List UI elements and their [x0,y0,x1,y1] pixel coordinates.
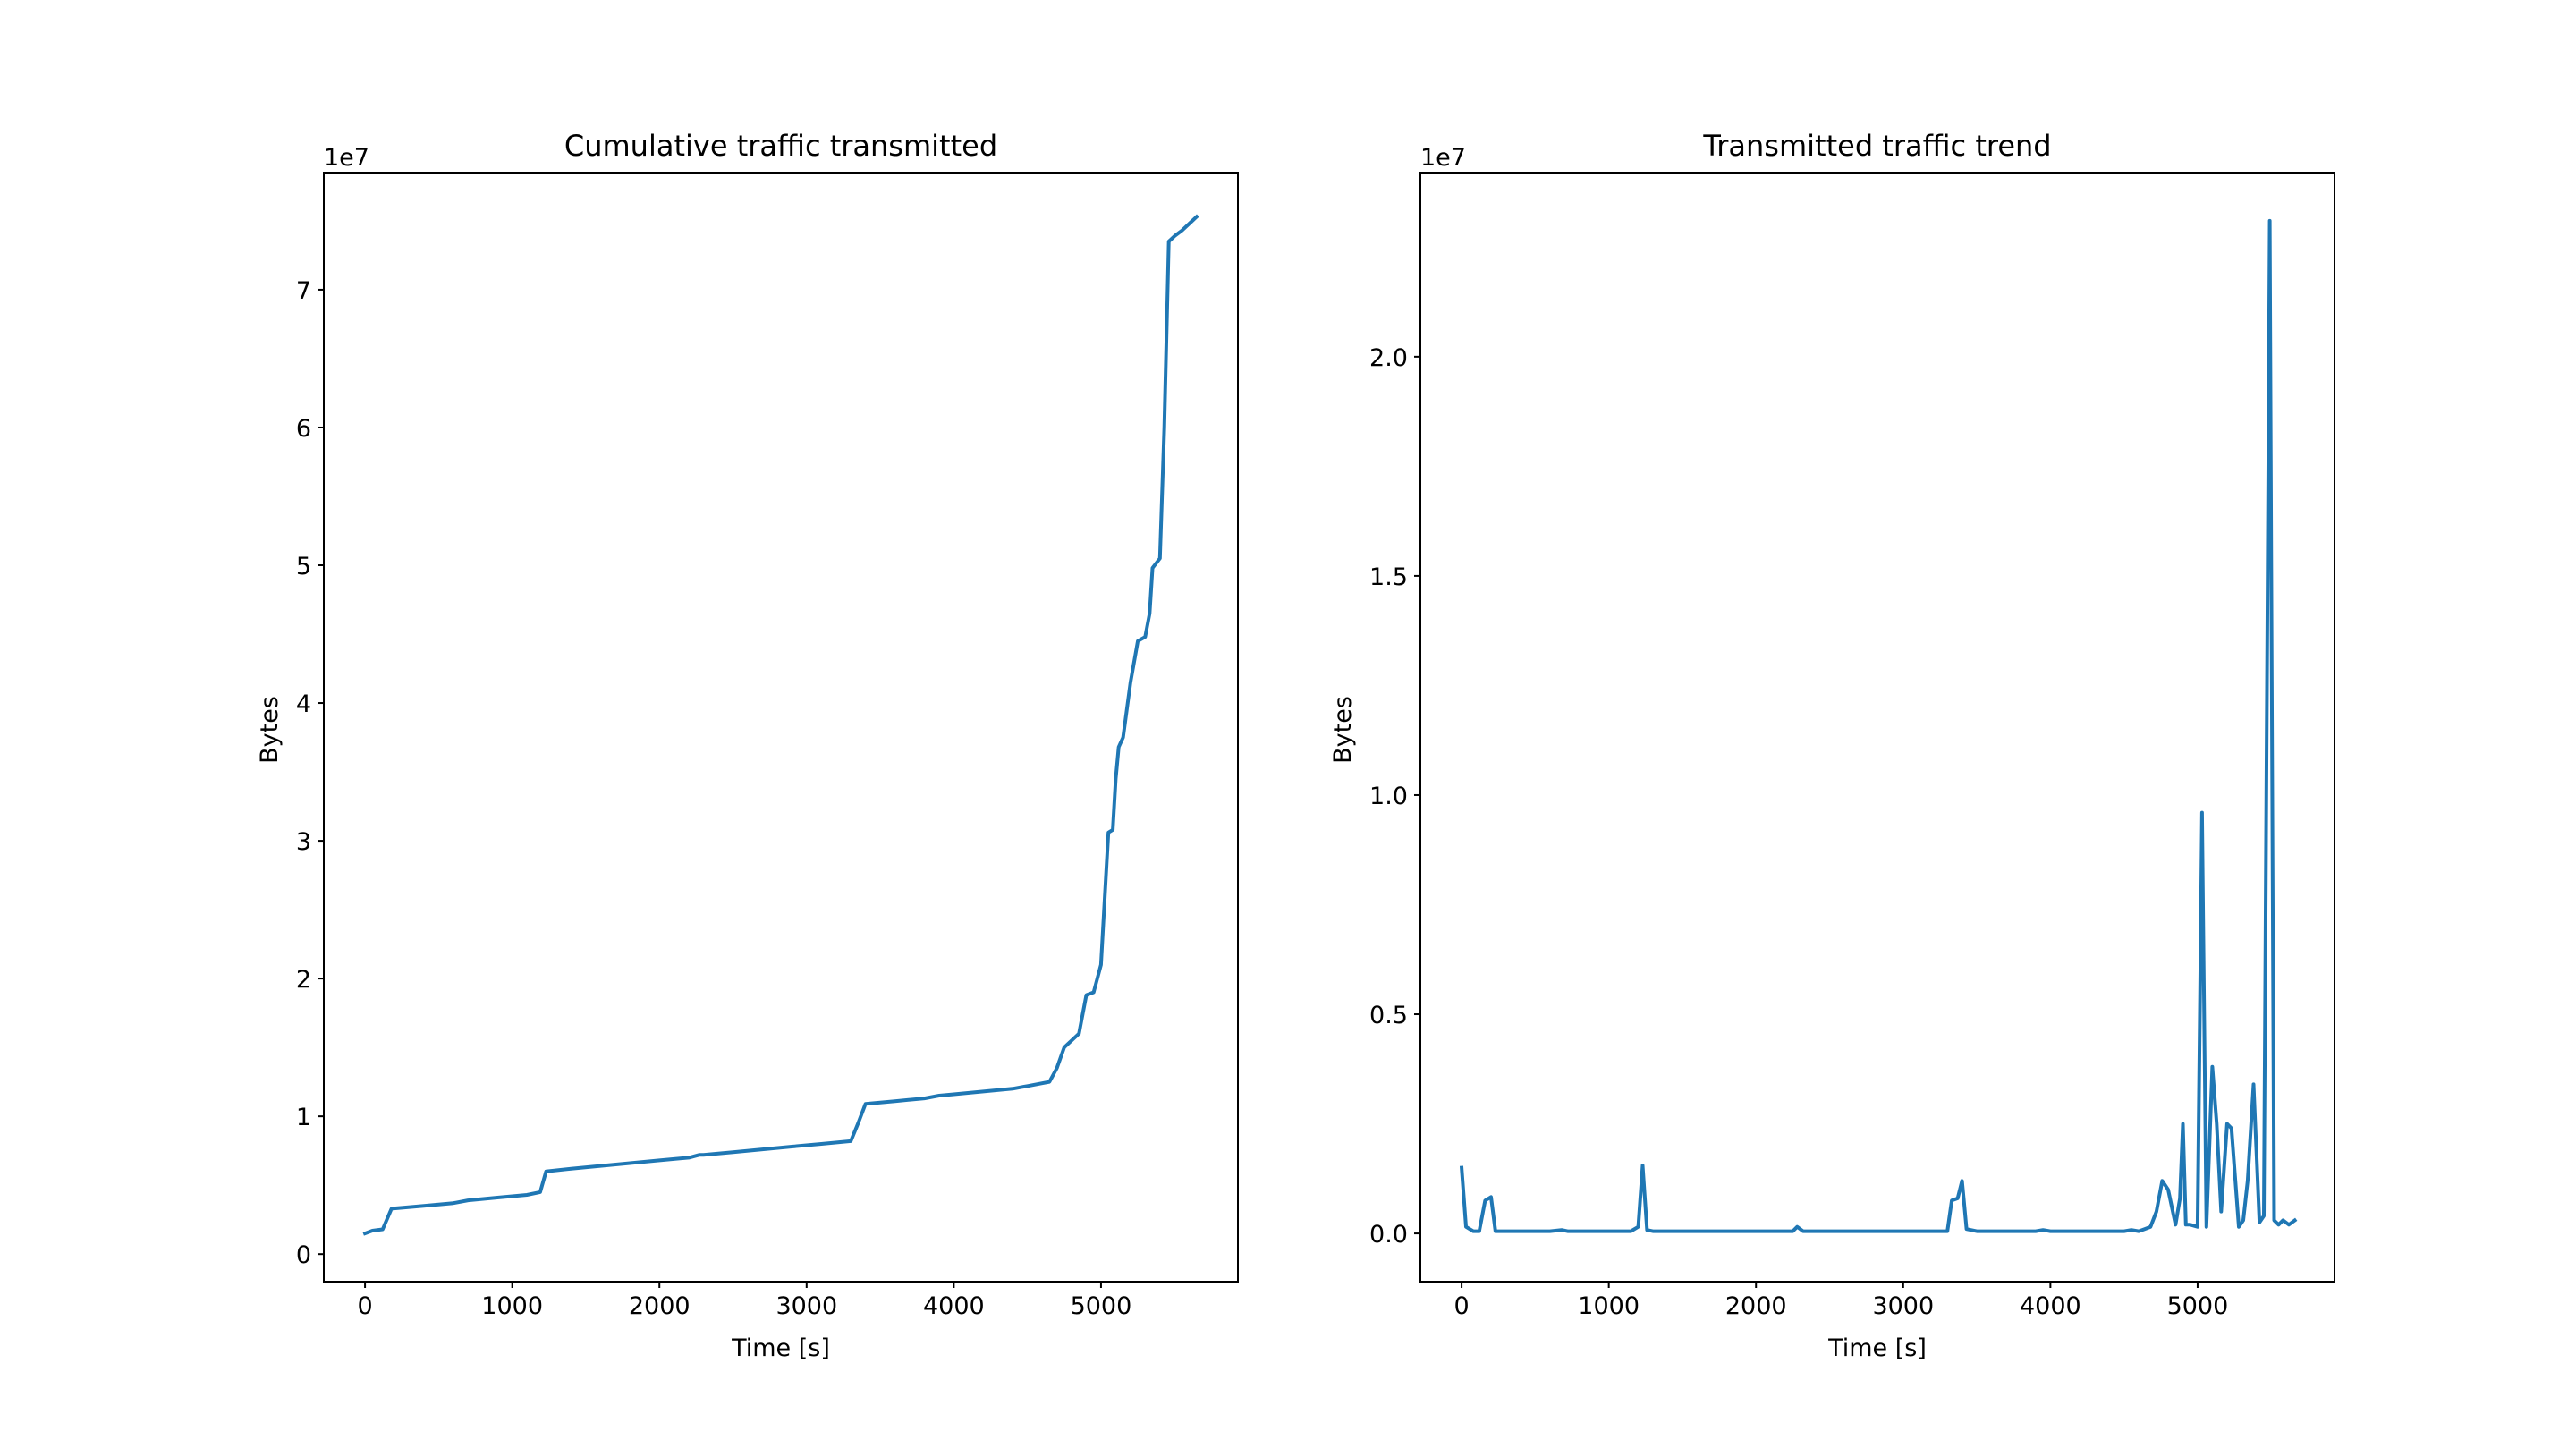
right-chart-xtick-label: 5000 [2167,1292,2229,1320]
right-chart-ytick-label: 1.0 [1369,783,1408,810]
right-chart-title: Transmitted traffic trend [1702,129,2051,163]
right-chart-offset-label: 1e7 [1420,144,1466,172]
left-chart-ytick-label: 1 [296,1104,311,1131]
left-chart-xtick-label: 1000 [481,1292,543,1320]
left-chart-title: Cumulative traffic transmitted [564,129,997,163]
right-chart-ytick-label: 2.0 [1369,344,1408,372]
right-chart-ytick-label: 0.0 [1369,1221,1408,1249]
left-chart-ytick-label: 6 [296,415,311,443]
right-chart-xtick-label: 3000 [1872,1292,1934,1320]
left-chart-xtick-label: 5000 [1071,1292,1132,1320]
right-chart-yticks: 0.0 0.5 1.0 1.5 2.0 [1369,344,1420,1249]
left-chart-series-line [362,214,1199,1236]
left-chart-xtick-label: 2000 [629,1292,691,1320]
right-chart-xtick-label: 0 [1453,1292,1469,1320]
right-chart-xtick-label: 1000 [1578,1292,1640,1320]
left-chart-xlabel: Time [s] [731,1334,830,1362]
right-chart-xtick-label: 2000 [1725,1292,1787,1320]
left-chart-ytick-label: 2 [296,966,311,994]
right-chart: Transmitted traffic trend Time [s] Bytes… [1329,129,2335,1362]
left-chart-xtick-label: 0 [357,1292,372,1320]
left-chart-ytick-label: 0 [296,1241,311,1269]
right-chart-ytick-label: 1.5 [1369,563,1408,591]
right-chart-ytick-label: 0.5 [1369,1002,1408,1029]
left-chart-ytick-label: 3 [296,828,311,856]
left-chart-ylabel: Bytes [256,696,284,764]
right-chart-series-line [1459,218,2298,1233]
left-chart-ytick-label: 4 [296,690,311,718]
left-chart-yticks: 0 1 2 3 4 5 6 7 [296,277,324,1269]
left-chart-ytick-label: 7 [296,277,311,305]
left-chart-ytick-label: 5 [296,553,311,580]
left-chart-xtick-label: 4000 [923,1292,985,1320]
right-chart-xlabel: Time [s] [1827,1334,1927,1362]
right-chart-xtick-label: 4000 [2020,1292,2081,1320]
left-chart-xticks: 0 1000 2000 3000 4000 5000 [357,1282,1131,1320]
left-chart-xtick-label: 3000 [775,1292,837,1320]
right-chart-xticks: 0 1000 2000 3000 4000 5000 [1453,1282,2228,1320]
right-chart-ylabel: Bytes [1329,696,1357,764]
left-chart-axes-frame [323,172,1239,1283]
right-chart-axes-frame [1419,172,2335,1283]
left-chart-offset-label: 1e7 [324,144,369,172]
left-chart: Cumulative traffic transmitted Time [s] … [256,129,1239,1362]
